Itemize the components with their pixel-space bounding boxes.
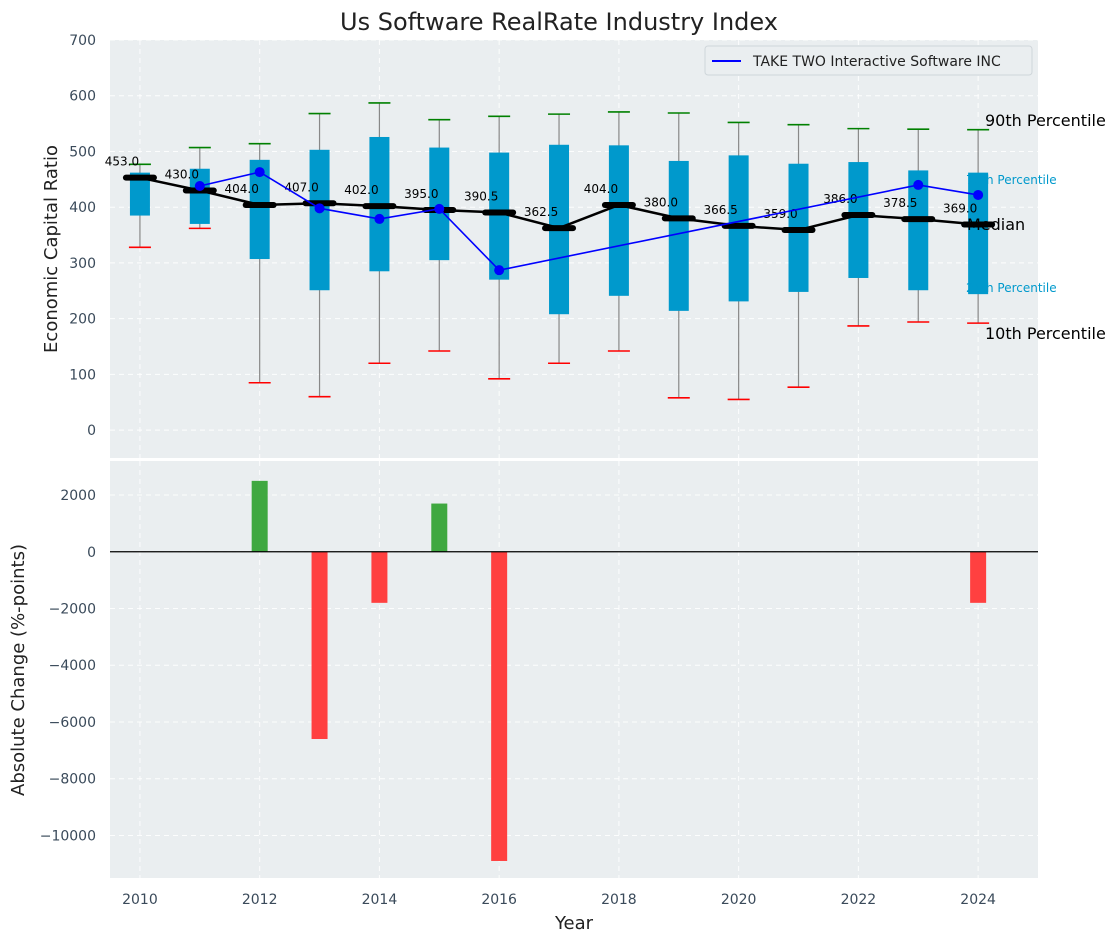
- legend-box: [704, 45, 1033, 76]
- annotation-p90: 90th Percentile: [985, 111, 1106, 130]
- median-value-label: 378.5: [883, 196, 917, 210]
- median-value-label: 369.0: [943, 201, 977, 215]
- top-plot-background: [110, 40, 1038, 458]
- bottom-y-tick-label: 0: [87, 545, 96, 561]
- top-y-tick-label: 700: [69, 33, 96, 49]
- bottom-y-axis: 2000 0 −2000 −4000 −6000 −8000 −10000: [40, 488, 96, 844]
- iqr-box: [309, 149, 330, 291]
- change-bar: [970, 551, 987, 603]
- bottom-y-tick-label: −8000: [49, 772, 96, 788]
- x-tick-label: 2014: [362, 892, 398, 908]
- iqr-box: [968, 172, 989, 295]
- bottom-plot-background: [110, 461, 1038, 878]
- iqr-box: [848, 162, 869, 278]
- company-point: [494, 265, 505, 276]
- median-value-label: 380.0: [644, 195, 678, 209]
- bottom-y-tick-label: −6000: [49, 715, 96, 731]
- company-line: [199, 171, 979, 272]
- annotation-p25: 25th Percentile: [966, 281, 1057, 295]
- change-bar: [311, 551, 328, 739]
- x-tick-label: 2022: [841, 892, 877, 908]
- company-point: [374, 213, 385, 224]
- top-y-tick-label: 400: [69, 200, 96, 216]
- bottom-y-tick-label: −2000: [49, 602, 96, 618]
- x-tick-label: 2018: [601, 892, 637, 908]
- annotation-median: Median: [967, 215, 1025, 234]
- top-y-axis: 0 100 200 300 400 500 600 700: [69, 33, 96, 439]
- iqr-box: [249, 159, 270, 260]
- bottom-y-tick-label: −4000: [49, 658, 96, 674]
- x-tick-label: 2016: [481, 892, 517, 908]
- iqr-box: [429, 147, 450, 261]
- chart-title: Us Software RealRate Industry Index: [340, 8, 778, 36]
- bottom-grid: [110, 461, 1038, 878]
- top-y-tick-label: 200: [69, 312, 96, 328]
- iqr-box: [668, 160, 689, 311]
- iqr-box: [608, 145, 629, 296]
- x-tick-label: 2024: [960, 892, 996, 908]
- legend: TAKE TWO Interactive Software INC: [704, 45, 1033, 76]
- x-axis-label: Year: [554, 913, 594, 934]
- x-tick-label: 2012: [242, 892, 278, 908]
- median-value-label: 404.0: [584, 182, 618, 196]
- x-tick-label: 2020: [721, 892, 757, 908]
- median-value-label: 359.0: [763, 207, 797, 221]
- company-point: [973, 189, 984, 200]
- median-value-label: 402.0: [344, 183, 378, 197]
- top-y-tick-label: 0: [87, 423, 96, 439]
- median-value-label: 390.5: [464, 189, 498, 203]
- median-value-label: 453.0: [105, 155, 139, 169]
- company-point: [254, 167, 265, 178]
- iqr-box: [489, 152, 510, 280]
- change-bar: [431, 503, 448, 552]
- iqr-box: [129, 172, 150, 216]
- median-value-label: 366.5: [703, 203, 737, 217]
- change-bar: [371, 551, 388, 603]
- median-value-label: 395.0: [404, 187, 438, 201]
- bottom-y-axis-label: Absolute Change (%-points): [8, 544, 29, 796]
- top-y-tick-label: 100: [69, 367, 96, 383]
- median-value-label: 407.0: [284, 180, 318, 194]
- x-tick-label: 2010: [122, 892, 158, 908]
- company-point: [194, 181, 205, 192]
- top-y-tick-label: 500: [69, 144, 96, 160]
- bottom-y-tick-label: 2000: [60, 488, 96, 504]
- top-y-tick-label: 300: [69, 256, 96, 272]
- top-plot-area: 453.0 430.0 404.0 407.0 402.0 395.0 390.5 362.5…: [105, 102, 996, 401]
- median-value-label: 362.5: [524, 205, 558, 219]
- annotation-p10: 10th Percentile: [985, 324, 1106, 343]
- company-point: [913, 179, 924, 190]
- legend-label: TAKE TWO Interactive Software INC: [752, 54, 1001, 70]
- top-y-tick-label: 600: [69, 89, 96, 105]
- change-bar: [251, 480, 268, 552]
- change-bar: [491, 551, 508, 861]
- top-y-axis-label: Economic Capital Ratio: [41, 145, 62, 353]
- company-point: [434, 203, 445, 214]
- bottom-plot-area: [110, 480, 1038, 861]
- median-value-label: 404.0: [224, 182, 258, 196]
- bottom-y-tick-label: −10000: [40, 828, 96, 844]
- iqr-box: [908, 170, 929, 291]
- iqr-box: [189, 168, 210, 224]
- median-value-label: 430.0: [165, 167, 199, 181]
- company-point: [314, 203, 325, 214]
- x-axis: 2010 2012 2014 2016 2018 2020 2022 2024: [122, 892, 996, 908]
- annotation-p75: 75th Percentile: [966, 173, 1057, 187]
